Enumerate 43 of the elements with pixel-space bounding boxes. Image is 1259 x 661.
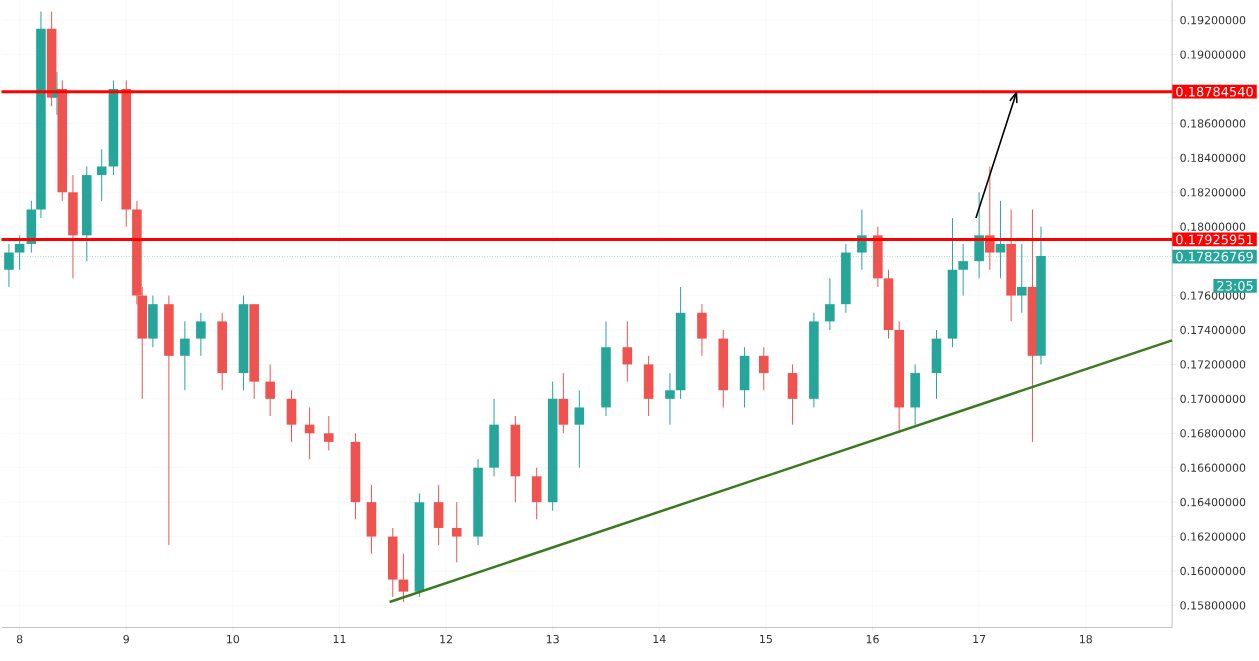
x-tick-label: 8: [16, 634, 23, 644]
y-tick-label: 0.16400000: [1180, 497, 1246, 507]
x-tick-label: 18: [1079, 634, 1092, 644]
candlestick: [451, 501, 462, 563]
x-tick-label: 9: [123, 634, 129, 644]
candlestick: [196, 312, 206, 357]
x-tick-label: 12: [440, 634, 452, 643]
x-tick-label: 17: [973, 634, 986, 643]
y-tick-label: 0.17400000: [1180, 325, 1246, 334]
x-tick-label: 11: [333, 634, 346, 643]
candlestick: [398, 553, 409, 603]
y-tick-label: 0.17000000: [1180, 394, 1246, 403]
y-tick-label: 0.18000000: [1180, 222, 1246, 231]
y-tick-label: 0.19000000: [1180, 50, 1246, 59]
y-tick-label: 0.18600000: [1180, 119, 1246, 128]
y-tick-label: 0.19200000: [1180, 15, 1246, 25]
y-tick-label: 0.17200000: [1180, 360, 1246, 369]
candlestick: [574, 389, 585, 468]
x-tick-label: 14: [653, 634, 666, 643]
x-tick-label: 15: [760, 634, 772, 643]
x-tick-label: 10: [227, 634, 240, 644]
candlestick: [825, 277, 835, 331]
y-tick-label: 0.15800000: [1180, 601, 1246, 610]
y-tick-label: 0.17600000: [1180, 291, 1246, 300]
ref-line-label: 0.17925951: [1176, 234, 1253, 245]
y-tick-label: 0.16800000: [1180, 428, 1246, 438]
y-tick-label: 0.18200000: [1180, 187, 1246, 197]
candlestick: [758, 346, 769, 391]
candlestick: [180, 320, 190, 391]
x-tick-label: 16: [866, 634, 879, 644]
y-tick-label: 0.16600000: [1180, 463, 1246, 472]
candlestick: [96, 148, 107, 202]
text: 23:05: [1217, 280, 1253, 291]
y-tick-label: 0.18400000: [1180, 153, 1246, 162]
candlestick: [324, 415, 334, 451]
x-tick-label: 13: [546, 634, 559, 644]
y-tick-label: 0.16000000: [1180, 566, 1246, 575]
ref-line-label: 0.17826769: [1176, 251, 1253, 262]
ref-line-label: 0.18784540: [1176, 86, 1253, 97]
candlestick: [665, 372, 675, 425]
candlestick: [622, 320, 633, 382]
candlestick: [265, 363, 275, 417]
y-tick-label: 0.16200000: [1180, 532, 1246, 541]
